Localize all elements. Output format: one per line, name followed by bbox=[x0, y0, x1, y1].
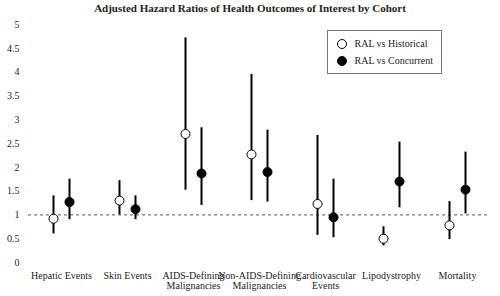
svg-text:1: 1 bbox=[15, 209, 20, 220]
svg-text:3: 3 bbox=[15, 114, 20, 125]
svg-text:Hepatic Events: Hepatic Events bbox=[31, 270, 92, 281]
svg-text:Skin Events: Skin Events bbox=[103, 270, 151, 281]
svg-text:2.5: 2.5 bbox=[7, 138, 20, 149]
svg-text:4.5: 4.5 bbox=[7, 43, 20, 54]
svg-text:3.5: 3.5 bbox=[7, 90, 20, 101]
svg-text:CardiovascularEvents: CardiovascularEvents bbox=[295, 270, 356, 291]
html-text:RAL vs Concurrent: RAL vs Concurrent bbox=[354, 55, 433, 66]
svg-text:2: 2 bbox=[15, 162, 20, 173]
svg-text:1.5: 1.5 bbox=[7, 185, 20, 196]
html-text:RAL vs Historical: RAL vs Historical bbox=[354, 38, 428, 49]
svg-text:Mortality: Mortality bbox=[439, 270, 477, 281]
svg-text:Lipodystrophy: Lipodystrophy bbox=[362, 270, 421, 281]
html-text:Adjusted Hazard Ratios of Heal: Adjusted Hazard Ratios of Health Outcome… bbox=[94, 2, 406, 14]
svg-text:AIDS-DefiningMalignancies: AIDS-DefiningMalignancies bbox=[162, 270, 224, 291]
svg-text:Non-AIDS-DefiningMalignancies: Non-AIDS-DefiningMalignancies bbox=[218, 270, 301, 291]
svg-text:5: 5 bbox=[15, 19, 20, 30]
svg-text:0.5: 0.5 bbox=[7, 233, 20, 244]
svg-text:0: 0 bbox=[15, 257, 20, 268]
svg-text:4: 4 bbox=[15, 66, 20, 77]
